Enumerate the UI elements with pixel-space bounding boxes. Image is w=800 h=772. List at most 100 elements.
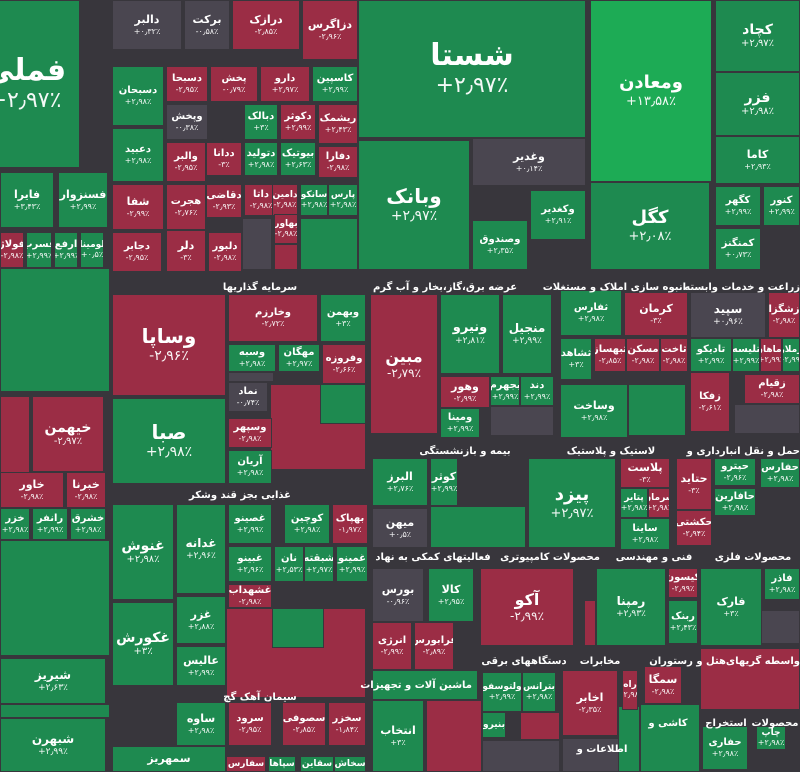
- stock-tile[interactable]: کنور +۲٫۹۹٪: [763, 186, 800, 226]
- stock-tile[interactable]: دزاگرس -۲٫۹۶٪: [302, 0, 358, 60]
- stock-tile[interactable]: خبرنا -۲٫۹۸٪: [66, 472, 106, 508]
- stock-tile[interactable]: ثاخت -۲٫۹۸٪: [660, 338, 688, 372]
- stock-tile[interactable]: فملی+۲٫۹۷٪: [0, 0, 80, 168]
- stock-tile[interactable]: منجیل +۲٫۹۹٪: [502, 294, 552, 374]
- stock-tile[interactable]: هجرت -۲٫۷۶٪: [166, 184, 206, 230]
- stock-tile[interactable]: ددانا -۳٪: [206, 142, 242, 176]
- stock-tile[interactable]: غنوش +۲٫۹۸٪: [112, 504, 174, 600]
- stock-tile[interactable]: شفا -۲٫۹۹٪: [112, 184, 164, 230]
- stock-tile[interactable]: زملار+۲٫۹۹٪: [782, 338, 800, 372]
- stock-tile[interactable]: غصینو +۲٫۹۹٪: [228, 504, 272, 544]
- stock-tile[interactable]: سپاها: [268, 756, 296, 772]
- stock-tile[interactable]: دبالک +۳٪: [244, 104, 278, 140]
- stock-tile[interactable]: ساوه +۲٫۹۸٪: [176, 702, 226, 746]
- stock-tile[interactable]: سمهریز: [112, 746, 226, 772]
- stock-tile[interactable]: کمنگنز +۰٫۷۳٪: [715, 228, 761, 270]
- stock-tile[interactable]: حفارس +۲٫۹۸٪: [760, 458, 800, 488]
- stock-tile[interactable]: کوثر +۲٫۹۹٪: [430, 458, 458, 506]
- stock-tile[interactable]: سفارس: [226, 756, 266, 772]
- stock-tile[interactable]: پتایر +۲٫۹۸٪: [620, 488, 648, 518]
- stock-tile[interactable]: فارک +۳٪: [700, 568, 762, 646]
- stock-tile[interactable]: فرابورس-۲٫۸۹٪: [414, 622, 454, 670]
- stock-tile[interactable]: انتخاب +۳٪: [372, 700, 424, 772]
- stock-tile[interactable]: زماهان+۲٫۹۹٪: [760, 338, 782, 372]
- stock-tile[interactable]: بهپاک -۱٫۹۷٪: [332, 504, 368, 544]
- stock-tile[interactable]: دند +۲٫۹۹٪: [520, 376, 554, 406]
- stock-tile[interactable]: کگل +۲٫۰۸٪: [590, 182, 710, 270]
- stock-tile[interactable]: خشرق +۲٫۹۸٪: [70, 508, 106, 540]
- stock-tile[interactable]: مهگان +۲٫۹۷٪: [278, 344, 320, 372]
- stock-tile[interactable]: فایرا +۳٫۴۳٪: [0, 172, 54, 228]
- stock-tile[interactable]: غبینو +۲٫۹۶٪: [228, 546, 272, 582]
- stock-tile[interactable]: بیوتیک +۲٫۶۳٪: [280, 142, 316, 176]
- stock-tile[interactable]: شستا +۲٫۹۷٪: [358, 0, 586, 138]
- stock-tile[interactable]: دعبید +۲٫۹۸٪: [112, 128, 164, 182]
- stock-tile[interactable]: وصندوق +۲٫۳۵٪: [472, 220, 528, 270]
- stock-tile[interactable]: وساخت +۲٫۹۸٪: [560, 384, 628, 438]
- stock-tile[interactable]: نان +۲٫۵۳٪: [274, 546, 304, 582]
- stock-tile[interactable]: بورس -۰٫۹۶٪: [372, 568, 424, 622]
- stock-tile[interactable]: غشهداب -۲٫۹۸٪: [228, 584, 272, 608]
- stock-tile[interactable]: غکورش +۳٪: [112, 602, 174, 686]
- stock-tile[interactable]: کگهر +۲٫۹۹٪: [715, 186, 761, 226]
- stock-tile[interactable]: کاسپین +۲٫۹۹٪: [312, 66, 358, 102]
- stock-tile[interactable]: بنیرو: [482, 712, 506, 738]
- stock-tile[interactable]: عالیس +۲٫۹۹٪: [176, 646, 226, 686]
- stock-tile[interactable]: سقاین: [300, 756, 334, 772]
- stock-tile[interactable]: وبهمن +۳٪: [320, 294, 366, 342]
- stock-tile[interactable]: نماد -۰٫۷۴٪: [228, 382, 268, 412]
- stock-tile[interactable]: ونیرو +۲٫۸۱٪: [440, 294, 500, 374]
- stock-tile[interactable]: ساینا +۲٫۹۸٪: [620, 518, 670, 550]
- stock-tile[interactable]: ریشمک +۲٫۴۳٪: [318, 104, 358, 144]
- stock-tile[interactable]: حافارین +۲٫۹۸٪: [714, 488, 756, 516]
- stock-tile[interactable]: زقیام -۲٫۹۸٪: [744, 374, 800, 404]
- stock-tile[interactable]: دلبور -۲٫۹۸٪: [208, 232, 242, 272]
- stock-tile[interactable]: شبهرن +۲٫۹۹٪: [0, 718, 106, 772]
- stock-tile[interactable]: ومینا +۲٫۹۹٪: [440, 408, 480, 438]
- stock-tile[interactable]: ثبهساز -۲٫۸۵٪: [594, 338, 626, 372]
- stock-tile[interactable]: فسرب+۲٫۹۹٪: [26, 232, 52, 268]
- stock-tile[interactable]: رمپنا +۲٫۹۳٪: [596, 568, 666, 646]
- stock-tile[interactable]: وبانک +۲٫۹۷٪: [358, 140, 470, 270]
- stock-tile[interactable]: انرژی -۲٫۹۹٪: [372, 622, 412, 670]
- stock-tile[interactable]: پخش -۰٫۷۹٪: [210, 66, 258, 102]
- stock-tile[interactable]: خاور -۲٫۹۸٪: [0, 472, 64, 508]
- stock-tile[interactable]: سصوفی -۲٫۸۵٪: [282, 702, 326, 746]
- stock-tile[interactable]: میهن +۰٫۵٪: [372, 508, 428, 548]
- stock-tile[interactable]: درازک -۲٫۸۵٪: [232, 0, 300, 50]
- stock-tile[interactable]: وهور -۲٫۹۹٪: [440, 376, 490, 408]
- stock-tile[interactable]: حکشتی -۲٫۹۴٪: [676, 510, 712, 546]
- stock-tile[interactable]: چاپ +۲٫۹۸٪: [756, 726, 786, 750]
- stock-tile[interactable]: پارس +۲٫۹۸٪: [328, 184, 358, 216]
- stock-tile[interactable]: شرمان+۲٫۹۸٪: [648, 488, 670, 518]
- stock-tile[interactable]: بترانس +۲٫۹۸٪: [522, 672, 556, 712]
- stock-tile[interactable]: خیهمن -۲٫۹۷٪: [32, 396, 104, 472]
- stock-tile[interactable]: فزر +۲٫۹۸٪: [715, 72, 800, 136]
- stock-tile[interactable]: زفکا -۲٫۶۱٪: [690, 372, 730, 432]
- stock-tile[interactable]: تلیسه +۲٫۹۹٪: [732, 338, 760, 372]
- stock-tile[interactable]: فاذر +۲٫۹۸٪: [764, 568, 800, 600]
- stock-tile[interactable]: رانفر +۲٫۹۹٪: [32, 508, 68, 540]
- stock-tile[interactable]: کوچین +۲٫۹۸٪: [284, 504, 330, 544]
- stock-tile[interactable]: کاما +۲٫۹۳٪: [715, 136, 800, 184]
- stock-tile[interactable]: سخاش: [334, 756, 366, 772]
- stock-tile[interactable]: کیسون-۲٫۹۹٪: [668, 568, 698, 598]
- stock-tile[interactable]: البرز +۲٫۷۶٪: [372, 458, 428, 506]
- stock-tile[interactable]: دالبر +۰٫۳۲٪: [112, 0, 182, 50]
- stock-tile[interactable]: ثشاهد +۳٪: [560, 338, 592, 380]
- stock-tile[interactable]: صبا +۲٫۹۸٪: [112, 398, 226, 484]
- stock-tile[interactable]: غزر +۲٫۸۸٪: [176, 596, 226, 644]
- stock-tile[interactable]: سپید +۰٫۹۶٪: [690, 292, 766, 338]
- stock-tile[interactable]: حفاری +۲٫۹۸٪: [702, 726, 748, 770]
- stock-tile[interactable]: راه+۲٫۹۸٪: [622, 670, 638, 710]
- stock-tile[interactable]: وسپهر -۲٫۹۸٪: [228, 418, 272, 448]
- stock-tile[interactable]: پیزد +۲٫۹۷٪: [528, 458, 616, 548]
- stock-tile[interactable]: وسبه +۲٫۹۸٪: [228, 344, 276, 372]
- stock-tile[interactable]: دکوثر +۲٫۹۹٪: [280, 104, 316, 140]
- stock-tile[interactable]: وغدیر +۰٫۱۴٪: [472, 138, 586, 186]
- stock-tile[interactable]: ارفع+۲٫۹۹٪: [54, 232, 78, 268]
- stock-tile[interactable]: دسبحا -۲٫۹۵٪: [166, 66, 208, 102]
- stock-tile[interactable]: دسبحان +۲٫۹۸٪: [112, 66, 164, 126]
- stock-tile[interactable]: کچاد +۲٫۹۷٪: [715, 0, 800, 72]
- stock-tile[interactable]: والبر -۲٫۹۵٪: [166, 142, 206, 182]
